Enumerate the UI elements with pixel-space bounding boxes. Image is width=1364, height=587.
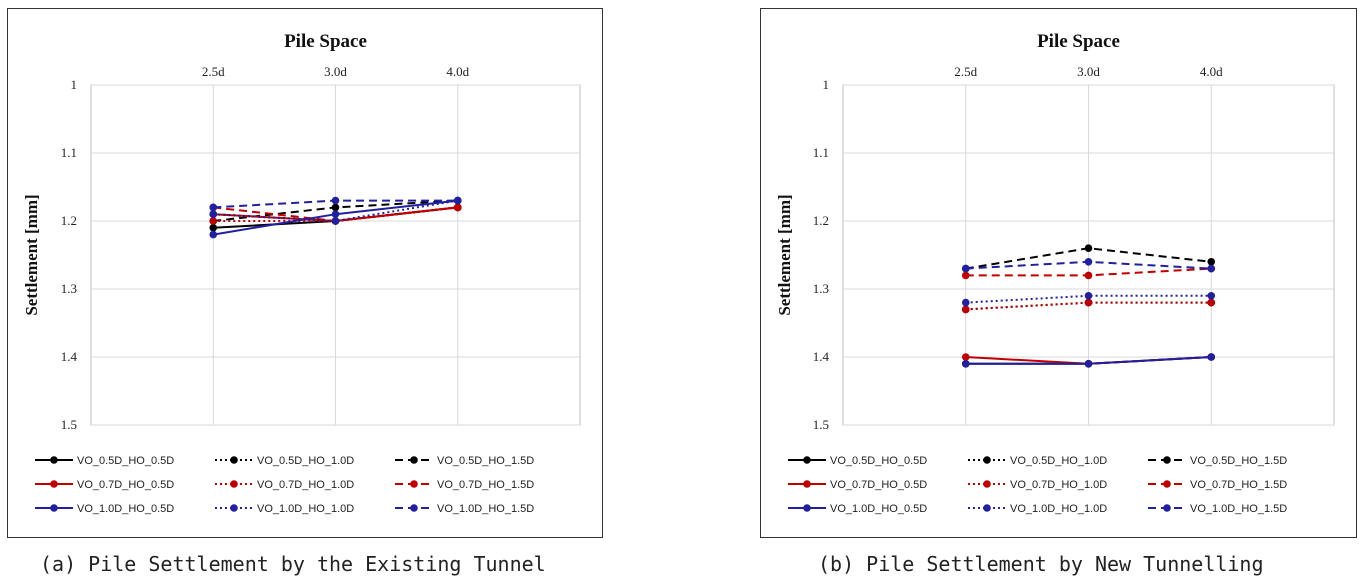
y-tick-label: 1.5 — [813, 417, 829, 432]
data-point — [1207, 264, 1216, 273]
legend-label: VO_1.0D_HO_1.5D — [1190, 503, 1287, 515]
data-point — [453, 203, 462, 212]
data-point — [209, 230, 218, 239]
data-point — [1084, 258, 1093, 266]
legend-label: VO_1.0D_HO_0.5D — [77, 503, 174, 515]
data-point — [1084, 244, 1093, 252]
legend-label: VO_0.7D_HO_0.5D — [77, 479, 174, 491]
data-point — [1084, 298, 1093, 307]
legend-marker — [1163, 480, 1171, 488]
data-point — [331, 203, 340, 212]
caption-b: (b) Pile Settlement by New Tunnelling — [818, 552, 1264, 576]
legend-marker — [410, 456, 418, 464]
data-point — [961, 298, 970, 307]
legend-marker — [50, 504, 58, 512]
y-tick-label: 1.1 — [813, 145, 829, 160]
legend-label: VO_0.7D_HO_1.0D — [257, 479, 354, 491]
legend-marker — [1163, 456, 1171, 464]
data-point — [1084, 360, 1093, 368]
y-tick-label: 1.2 — [813, 213, 829, 228]
legend-label: VO_1.0D_HO_1.5D — [437, 503, 534, 515]
x-tick-label: 3.0d — [324, 64, 347, 79]
data-point — [453, 196, 462, 205]
legend-label: VO_1.0D_HO_1.0D — [257, 503, 354, 515]
chart-frame — [760, 8, 1357, 538]
data-point — [331, 210, 340, 218]
chart-title: Pile Space — [284, 31, 367, 52]
legend-marker — [410, 480, 418, 488]
legend-marker — [803, 480, 811, 488]
y-tick-label: 1.4 — [61, 349, 78, 364]
legend-label: VO_0.7D_HO_1.0D — [1010, 479, 1107, 491]
chart-new-tunnelling: Pile Space Settlement [mm] 1 1.1 1.2 1.3 1.4 1.… — [760, 8, 1357, 538]
y-tick-label: 1.3 — [61, 281, 77, 296]
data-point — [209, 203, 218, 212]
legend-label: VO_0.7D_HO_0.5D — [830, 479, 927, 491]
data-point — [1207, 353, 1216, 361]
x-tick-label: 2.5d — [954, 64, 977, 79]
x-tick-label: 4.0d — [446, 64, 469, 79]
legend-marker — [983, 504, 991, 512]
x-tick-label: 3.0d — [1077, 64, 1100, 79]
data-point — [961, 264, 970, 273]
x-tick-label: 4.0d — [1200, 64, 1223, 79]
chart-existing-tunnel: Pile Space Settlement [mm] 1 1.1 1.2 1.3 1.4 1.… — [7, 8, 603, 538]
data-point — [1084, 271, 1093, 280]
legend-marker — [803, 504, 811, 512]
x-tick-label: 2.5d — [202, 64, 225, 79]
series-line — [213, 199, 458, 223]
data-point — [209, 224, 218, 232]
y-tick-label: 1.1 — [61, 145, 77, 160]
data-point — [1207, 298, 1216, 307]
y-axis-label: Settlement [mm] — [22, 194, 41, 315]
legend-label: VO_0.7D_HO_1.5D — [437, 479, 534, 491]
legend-label: VO_0.5D_HO_1.0D — [1010, 455, 1107, 467]
data-point — [961, 305, 970, 314]
legend-marker — [410, 504, 418, 512]
legend-label: VO_0.5D_HO_0.5D — [77, 455, 174, 467]
y-tick-label: 1 — [71, 77, 78, 92]
legend-label: VO_1.0D_HO_1.0D — [1010, 503, 1107, 515]
legend-marker — [230, 456, 238, 464]
chart-frame — [7, 8, 603, 538]
series-line — [965, 294, 1212, 304]
data-point — [209, 210, 218, 218]
y-tick-label: 1 — [823, 77, 830, 92]
legend-label: VO_1.0D_HO_0.5D — [830, 503, 927, 515]
data-point — [331, 217, 340, 225]
data-point — [1207, 258, 1216, 266]
data-point — [961, 360, 970, 368]
legend-label: VO_0.5D_HO_0.5D — [830, 455, 927, 467]
legend-marker — [803, 456, 811, 464]
legend-marker — [50, 456, 58, 464]
data-point — [1084, 292, 1093, 300]
legend-marker — [230, 504, 238, 512]
legend-marker — [50, 480, 58, 488]
series-line — [965, 301, 1212, 311]
series-line — [213, 206, 458, 222]
y-tick-label: 1.3 — [813, 281, 829, 296]
data-point — [209, 217, 218, 225]
data-point — [1207, 292, 1216, 300]
data-point — [331, 196, 340, 205]
legend-label: VO_0.5D_HO_1.5D — [1190, 455, 1287, 467]
legend-label: VO_0.5D_HO_1.0D — [257, 455, 354, 467]
legend-marker — [1163, 504, 1171, 512]
legend-marker — [983, 456, 991, 464]
y-tick-label: 1.4 — [813, 349, 830, 364]
y-tick-label: 1.2 — [61, 213, 77, 228]
legend-label: VO_0.7D_HO_1.5D — [1190, 479, 1287, 491]
legend-marker — [230, 480, 238, 488]
caption-a: (a) Pile Settlement by the Existing Tunn… — [40, 552, 546, 576]
legend-marker — [983, 480, 991, 488]
data-point — [961, 271, 970, 280]
y-axis-label: Settlement [mm] — [775, 194, 794, 315]
data-point — [961, 353, 970, 361]
legend-label: VO_0.5D_HO_1.5D — [437, 455, 534, 467]
y-tick-label: 1.5 — [61, 417, 77, 432]
chart-title: Pile Space — [1037, 31, 1120, 52]
